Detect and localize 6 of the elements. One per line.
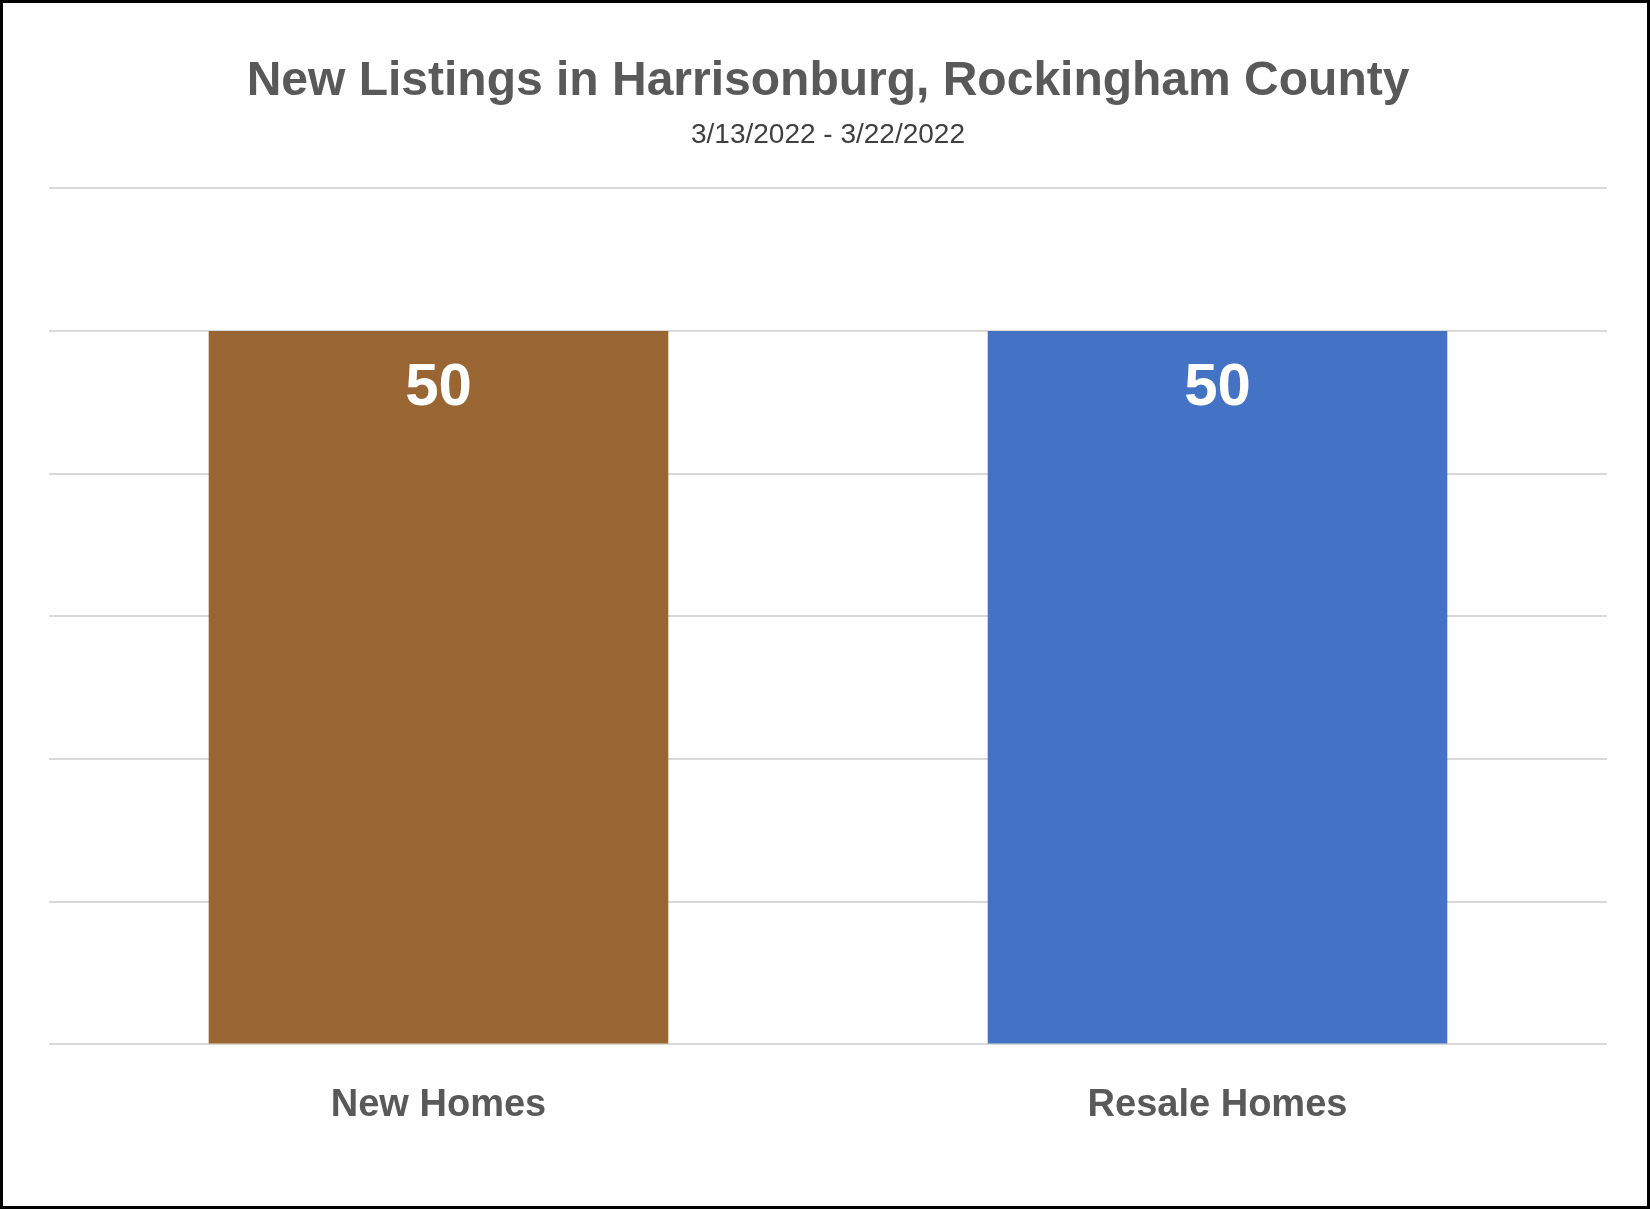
x-tick-label: New Homes [330, 1081, 547, 1124]
x-tick-label: Resale Homes [1087, 1081, 1348, 1124]
chart-subtitle: 3/13/2022 - 3/22/2022 [690, 118, 966, 150]
data-label: 50 [405, 351, 472, 419]
data-label: 50 [1184, 351, 1251, 419]
chart-title: New Listings in Harrisonburg, Rockingham County [246, 52, 1410, 106]
